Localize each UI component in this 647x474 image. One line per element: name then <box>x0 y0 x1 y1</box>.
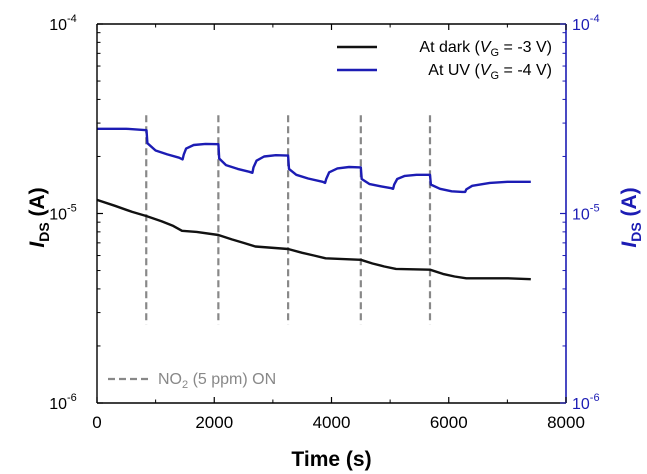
series-layer <box>96 127 531 281</box>
y-tick-label-left: 10-4 <box>49 13 77 34</box>
series-line-uv <box>97 127 531 194</box>
y-tick-label-left: 10-6 <box>49 392 77 413</box>
y-tick-label-right: 10-5 <box>572 203 600 224</box>
legend-label-dark: At dark (VG = -3 V) <box>419 39 552 59</box>
x-tick-label: 2000 <box>195 413 233 432</box>
y-tick-label-right: 10-6 <box>572 392 600 413</box>
y-tick-label-right: 10-4 <box>572 13 600 34</box>
x-axis-title: Time (s) <box>291 448 371 471</box>
y-tick-label-left: 10-5 <box>49 203 77 224</box>
x-tick-label: 6000 <box>430 413 468 432</box>
x-tick-label: 0 <box>92 413 101 432</box>
x-tick-label: 4000 <box>313 413 351 432</box>
gas-legend-label: NO2 (5 ppm) ON <box>158 371 276 391</box>
y-axis-title-right: IDS (A) <box>618 187 644 247</box>
series-line-dark <box>96 198 531 281</box>
legend-label-uv: At UV (VG = -4 V) <box>428 62 552 82</box>
y-axis-title-left: IDS (A) <box>26 187 52 247</box>
legend: At dark (VG = -3 V) At UV (VG = -4 V) NO2 … <box>108 39 552 391</box>
x-tick-label: 8000 <box>547 413 585 432</box>
